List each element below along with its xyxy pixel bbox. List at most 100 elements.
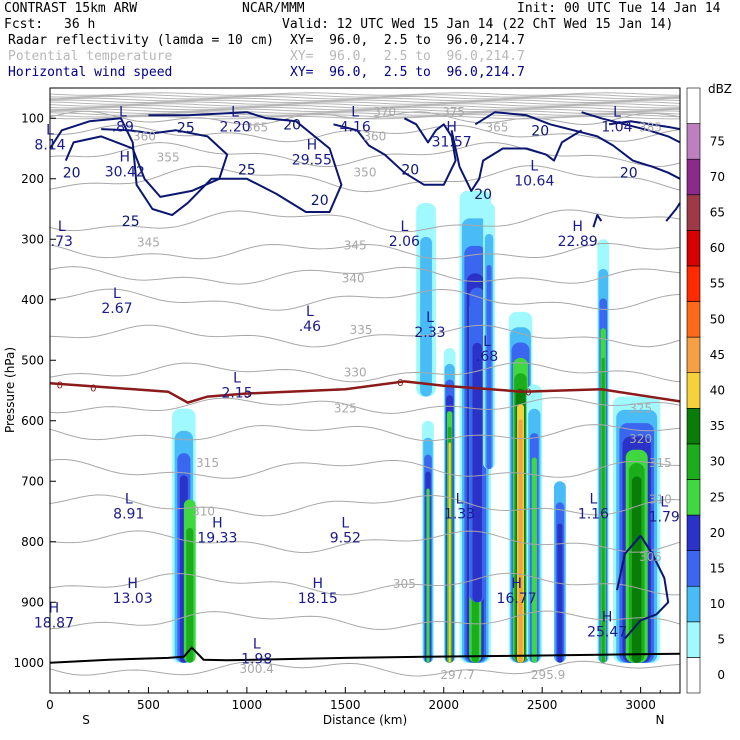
wind-extremum-type-9: L	[58, 219, 66, 235]
wind-extremum-value-25: 16.77	[497, 591, 537, 607]
wind-extremum-type-24: H	[312, 576, 323, 592]
wind-extremum-value-20: 1.79	[649, 509, 680, 525]
theta-contours-layer	[49, 92, 681, 677]
y-tick-label-8: 900	[21, 595, 44, 609]
colorbar-swatch-10	[686, 301, 701, 338]
wind-contour-4	[474, 111, 681, 180]
wind-extremum-value-23: 13.03	[113, 591, 153, 607]
colorbar-swatch-15	[686, 123, 701, 160]
freezing-line-label-3: 0	[397, 378, 403, 389]
y-tick-label-1: 200	[21, 172, 44, 186]
wind-extremum-value-10: 2.06	[389, 234, 420, 250]
theta-label-0: 370	[373, 105, 396, 119]
wind-contour-label-9: 20	[620, 166, 638, 182]
field-reflectivity-xy: XY= 96.0, 2.5 to 96.0,214.7	[290, 33, 525, 48]
colorbar-swatch-13	[686, 194, 701, 231]
valid-time: Valid: 12 UTC Wed 15 Jan 14 (22 ChT Wed …	[282, 17, 674, 32]
freezing-line-label-4: 0	[525, 388, 531, 399]
x-tick-label-6: 3000	[625, 698, 656, 712]
wind-extremum-value-13: .46	[299, 319, 321, 335]
reflectivity-cell-6-level-4	[472, 342, 482, 603]
wind-extremum-value-0: .89	[112, 119, 134, 135]
wind-extremum-type-4: H	[120, 150, 131, 166]
theta-contour-5	[49, 459, 681, 479]
colorbar-swatch-7	[686, 407, 701, 445]
theta-stratosphere-contour-3	[49, 97, 681, 102]
wind-extremum-type-19: L	[589, 491, 597, 507]
y-tick-label-5: 600	[21, 414, 44, 428]
colorbar-swatch-6	[686, 443, 701, 480]
wind-extremum-value-26: 25.47	[587, 624, 627, 640]
wind-extremum-type-11: H	[572, 219, 583, 235]
wind-extremum-value-17: 1.33	[444, 506, 475, 522]
reflectivity-cell-1-level-6	[186, 527, 194, 663]
wind-extremum-value-2: 4.16	[340, 119, 371, 135]
wind-contour-label-3: 20	[63, 166, 81, 182]
wind-contour-0	[49, 111, 343, 217]
field-wind-xy: XY= 96.0, 2.5 to 96.0,214.7	[290, 65, 525, 80]
colorbar-swatch-11	[686, 265, 701, 302]
theta-label-20: 310	[649, 492, 672, 506]
wind-contour-5	[581, 111, 681, 144]
freezing-line	[49, 380, 681, 404]
theta-label-21: 305	[393, 577, 416, 591]
y-tick-label-6: 700	[21, 474, 44, 488]
theta-label-19: 310	[192, 505, 215, 519]
colorbar-swatch-12	[686, 230, 701, 267]
wind-extremum-value-21: 19.33	[197, 531, 237, 547]
theta-contour-6	[49, 424, 681, 442]
contour-labels-layer: 370 375 360 365 360 365 385 355 350 345 345 340 335 3…	[34, 104, 680, 682]
endpoint-left: S	[82, 713, 90, 727]
wind-extremum-type-14: L	[426, 310, 434, 326]
colorbar-label-3: 15	[710, 561, 725, 575]
terrain-layer	[49, 646, 681, 664]
colorbar-label-12: 60	[710, 241, 725, 255]
theta-label-6: 385	[639, 120, 662, 134]
theta-label-22: 305	[639, 550, 662, 564]
y-tick-label-3: 400	[21, 293, 44, 307]
field-wind-name: Horizontal wind speed	[8, 65, 173, 80]
fcst-value: 36 h	[64, 17, 96, 32]
wind-extremum-type-12: L	[113, 286, 121, 302]
wind-contour-1	[64, 128, 229, 198]
wind-extremum-type-28: L	[253, 637, 261, 653]
colorbar-swatch-1	[686, 621, 701, 658]
theta-label-4: 360	[363, 129, 386, 143]
y-tick-label-7: 800	[21, 535, 44, 549]
wind-extremum-type-10: L	[400, 219, 408, 235]
theta-label-23: 300.4	[240, 662, 274, 676]
theta-stratosphere-contour-5	[49, 101, 681, 105]
field-theta-xy: XY= 96.0, 2.5 to 96.0,214.7	[290, 49, 525, 64]
wind-contour-label-6: 20	[474, 187, 492, 203]
colorbar-label-7: 35	[710, 419, 725, 433]
wind-extremum-value-18: 8.91	[113, 506, 144, 522]
wind-extremum-value-16: 2.15	[221, 385, 252, 401]
freezing-line-layer: 0 0 0 0 0	[49, 378, 681, 404]
theta-label-24: 297.7	[440, 668, 474, 682]
colorbar-label-4: 20	[710, 526, 725, 540]
theta-label-2: 360	[133, 129, 156, 143]
theta-stratosphere-contour-10	[49, 110, 681, 114]
x-tick-label-4: 2000	[428, 698, 459, 712]
y-axis-label: Pressure (hPa)	[3, 347, 17, 433]
y-tick-label-9: 1000	[13, 656, 44, 670]
wind-extremum-type-7: L	[530, 159, 538, 175]
theta-contour-10	[49, 288, 681, 311]
y-tick-label-2: 300	[21, 232, 44, 246]
field-reflectivity-name: Radar reflectivity (lamda = 10 cm)	[8, 33, 275, 48]
x-tick-label-5: 2500	[527, 698, 558, 712]
colorbar-label-5: 25	[710, 490, 725, 504]
wind-extremum-type-17: L	[456, 491, 464, 507]
theta-contour-1	[49, 610, 681, 631]
theta-label-25: 295.9	[531, 668, 565, 682]
reflectivity-cell-7-level-3	[486, 265, 492, 470]
reflectivity-cell-10-level-4	[557, 523, 563, 663]
wind-extremum-type-20: L	[660, 494, 668, 510]
theta-contour-14	[49, 165, 681, 193]
x-tick-label-2: 1000	[232, 698, 263, 712]
theta-label-9: 345	[137, 235, 160, 249]
reflectivity-cell-12-level-7	[631, 476, 642, 663]
theta-label-14: 325	[334, 402, 357, 416]
axes-layer: 0 500 1000 1500 2000 2500 30001002003004005006…	[13, 111, 661, 712]
theta-label-17: 315	[196, 456, 219, 470]
